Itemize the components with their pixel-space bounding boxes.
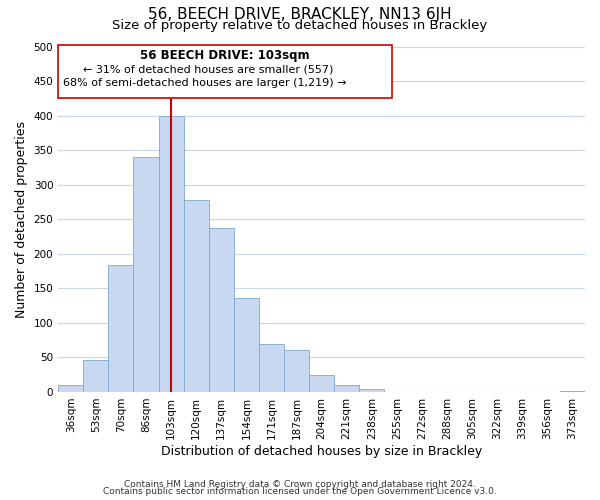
Bar	[83, 360, 109, 392]
Bar	[359, 388, 385, 392]
Bar	[58, 385, 83, 392]
Text: ← 31% of detached houses are smaller (557): ← 31% of detached houses are smaller (55…	[83, 64, 334, 74]
Bar	[560, 390, 585, 392]
Text: 56, BEECH DRIVE, BRACKLEY, NN13 6JH: 56, BEECH DRIVE, BRACKLEY, NN13 6JH	[148, 8, 452, 22]
Text: 56 BEECH DRIVE: 103sqm: 56 BEECH DRIVE: 103sqm	[140, 49, 310, 62]
FancyBboxPatch shape	[58, 45, 392, 98]
Bar	[309, 374, 334, 392]
Bar	[133, 157, 158, 392]
X-axis label: Distribution of detached houses by size in Brackley: Distribution of detached houses by size …	[161, 444, 482, 458]
Bar	[158, 116, 184, 392]
Bar	[209, 228, 234, 392]
Bar	[259, 344, 284, 392]
Y-axis label: Number of detached properties: Number of detached properties	[15, 120, 28, 318]
Bar	[184, 200, 209, 392]
Bar	[234, 298, 259, 392]
Bar	[284, 350, 309, 392]
Text: Contains HM Land Registry data © Crown copyright and database right 2024.: Contains HM Land Registry data © Crown c…	[124, 480, 476, 489]
Text: Size of property relative to detached houses in Brackley: Size of property relative to detached ho…	[112, 18, 488, 32]
Text: 68% of semi-detached houses are larger (1,219) →: 68% of semi-detached houses are larger (…	[63, 78, 347, 88]
Bar	[109, 265, 133, 392]
Bar	[334, 385, 359, 392]
Text: Contains public sector information licensed under the Open Government Licence v3: Contains public sector information licen…	[103, 488, 497, 496]
